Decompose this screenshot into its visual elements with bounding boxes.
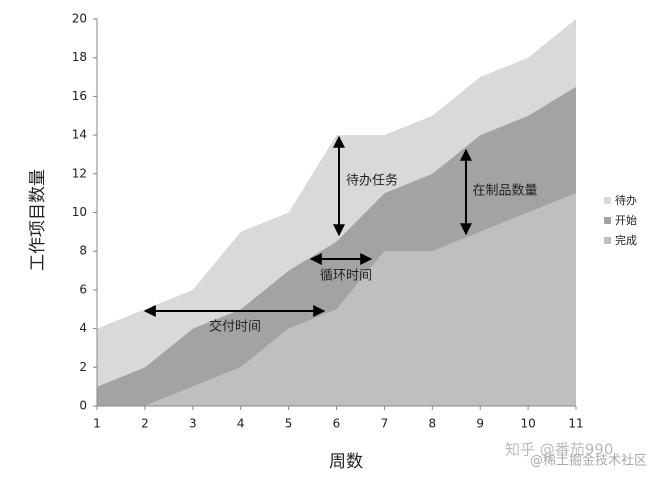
y-tick-label: 6: [79, 282, 87, 296]
x-tick-label: 8: [428, 417, 436, 431]
legend-swatch: [604, 217, 611, 224]
y-tick-label: 4: [79, 321, 87, 335]
legend-label: 待办: [615, 193, 637, 207]
y-tick-label: 14: [72, 128, 87, 142]
x-tick-label: 10: [520, 417, 535, 431]
watermark: @稀土掘金技术社区: [530, 453, 647, 469]
area: [97, 86, 576, 406]
y-tick-label: 8: [79, 244, 87, 258]
annotation: 待办任务: [346, 173, 398, 189]
annotation: 在制品数量: [472, 184, 537, 199]
y-tick-label: 12: [72, 166, 87, 180]
y-tick-label: 10: [72, 205, 87, 219]
y-tick-label: 0: [79, 399, 87, 413]
legend-label: 完成: [615, 233, 637, 247]
legend-swatch: [604, 197, 611, 204]
y-axis-label: 工作项目数量: [28, 169, 48, 271]
x-tick-label: 7: [381, 417, 389, 431]
x-tick-label: 1: [93, 417, 101, 431]
x-tick-label: 6: [333, 417, 341, 431]
y-tick-label: 20: [72, 12, 87, 26]
x-tick-label: 2: [141, 417, 149, 431]
y-tick-label: 18: [72, 50, 87, 64]
x-tick-label: 5: [285, 417, 293, 431]
annotation: 循环时间: [320, 269, 372, 284]
x-axis-label: 周数: [329, 452, 363, 472]
area: [97, 193, 576, 406]
x-tick-label: 4: [237, 417, 245, 431]
annotation: 交付时间: [209, 319, 261, 335]
watermark: 知乎 @番茄990: [505, 441, 613, 459]
y-tick-label: 16: [72, 89, 87, 103]
x-tick-label: 9: [476, 417, 484, 431]
x-tick-label: 11: [568, 417, 583, 431]
legend-label: 开始: [615, 213, 637, 227]
legend-swatch: [604, 237, 611, 244]
y-tick-label: 2: [79, 360, 87, 374]
x-tick-label: 3: [189, 417, 197, 431]
